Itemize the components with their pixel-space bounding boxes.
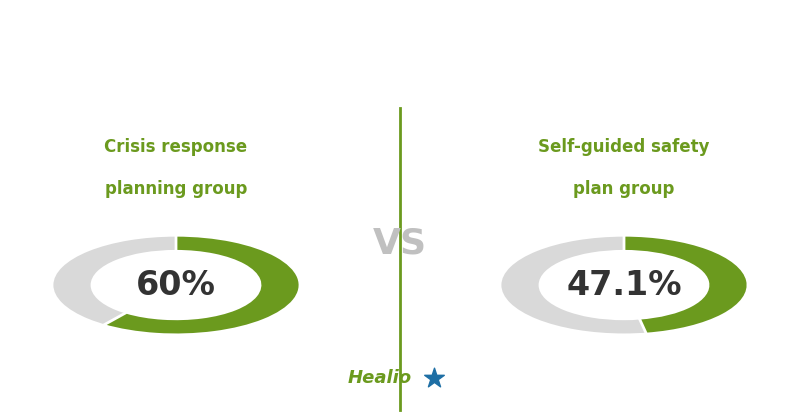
Point bbox=[428, 375, 441, 382]
Wedge shape bbox=[103, 235, 300, 335]
Text: Healio: Healio bbox=[348, 369, 412, 387]
Wedge shape bbox=[52, 235, 300, 335]
Text: 60%: 60% bbox=[136, 268, 216, 302]
Text: improvement in SSI scores during treatment:: improvement in SSI scores during treatme… bbox=[151, 65, 649, 84]
Text: Proportion of participants who achieved reliable: Proportion of participants who achieved … bbox=[134, 25, 666, 44]
Text: Crisis response: Crisis response bbox=[105, 138, 247, 156]
Text: 47.1%: 47.1% bbox=[566, 268, 682, 302]
Text: plan group: plan group bbox=[574, 180, 674, 198]
Wedge shape bbox=[500, 235, 748, 335]
Text: VS: VS bbox=[373, 226, 427, 260]
Text: planning group: planning group bbox=[105, 180, 247, 198]
Wedge shape bbox=[624, 235, 748, 334]
Text: Self-guided safety: Self-guided safety bbox=[538, 138, 710, 156]
